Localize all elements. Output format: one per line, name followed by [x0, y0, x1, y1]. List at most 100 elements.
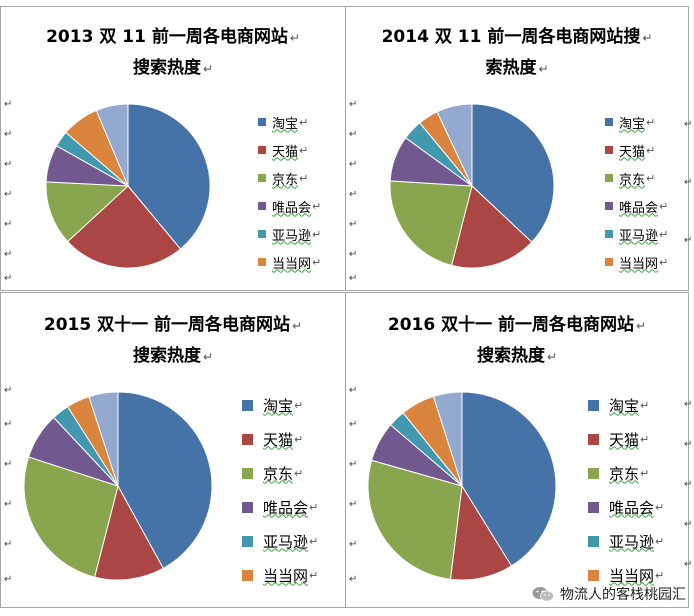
- paragraph-mark-icon: ↵: [349, 499, 358, 510]
- legend-item: 亚马逊 ↵: [258, 220, 321, 248]
- paragraph-mark-icon: ↵: [292, 319, 303, 333]
- paragraph-mark-icon: ↵: [309, 568, 319, 582]
- legend-label: 亚马逊: [619, 228, 659, 244]
- legend-label: 京东: [609, 464, 640, 483]
- chart-title-text: 搜索热度: [476, 346, 545, 366]
- paragraph-mark-icon: ↵: [349, 249, 358, 260]
- legend-label: 天猫: [272, 144, 299, 160]
- pie-slice-cat-1: [94, 484, 164, 581]
- paragraph-mark-icon: ↵: [299, 171, 309, 185]
- legend-label: 当当网: [263, 566, 309, 585]
- chart-title-2016-line-2: 搜索热度 ↵: [345, 341, 689, 372]
- legend-item: 天猫 ↵: [242, 422, 318, 456]
- pie-slice-cat-0: [117, 391, 213, 570]
- pie-slice-other: [88, 391, 119, 487]
- paragraph-mark-icon: ↵: [684, 119, 693, 130]
- paragraph-mark-icon: ↵: [4, 459, 13, 470]
- legend-item: 京东 ↵: [588, 456, 664, 490]
- legend-label: 京东: [263, 464, 294, 483]
- paragraph-mark-icon: ↵: [294, 432, 304, 446]
- legend-swatch: [242, 501, 253, 513]
- legend-swatch: [258, 118, 266, 126]
- paragraph-mark-icon: ↵: [349, 459, 358, 470]
- legend-label: 淘宝: [619, 116, 646, 132]
- paragraph-mark-icon: ↵: [646, 115, 656, 129]
- chart-title-text: 2016 双十一 前一周各电商网站: [387, 315, 635, 335]
- legend-item: 京东 ↵: [605, 164, 668, 192]
- paragraph-mark-icon: ↵: [202, 350, 214, 364]
- legend-item: 当当网 ↵: [605, 248, 668, 276]
- legend-label: 淘宝: [272, 116, 299, 132]
- paragraph-mark-icon: ↵: [659, 227, 669, 241]
- paragraph-mark-icon: ↵: [349, 189, 358, 200]
- legend-swatch: [258, 146, 266, 154]
- chart-title-text: 2013 双 11 前一周各电商网站: [46, 27, 288, 47]
- paragraph-mark-icon: ↵: [289, 31, 300, 45]
- legend-swatch: [605, 258, 613, 266]
- legend-item: 淘宝 ↵: [242, 388, 318, 422]
- legend-label: 当当网: [609, 566, 655, 585]
- legend-item: 当当网 ↵: [258, 248, 321, 276]
- legend-item: 当当网 ↵: [588, 558, 664, 592]
- paragraph-mark-icon: ↵: [640, 466, 650, 480]
- legend-label: 唯品会: [619, 200, 659, 216]
- legend-swatch: [588, 569, 599, 581]
- paragraph-mark-icon: ↵: [312, 199, 322, 213]
- legend-item: 唯品会 ↵: [242, 490, 318, 524]
- legend-item: 亚马逊 ↵: [605, 220, 668, 248]
- paragraph-mark-icon: ↵: [349, 129, 358, 140]
- legend-label: 天猫: [609, 430, 640, 449]
- legend-swatch: [258, 230, 266, 238]
- legend-item: 亚马逊 ↵: [588, 524, 664, 558]
- paragraph-mark-icon: ↵: [4, 159, 13, 170]
- legend-label: 亚马逊: [609, 532, 655, 551]
- paragraph-mark-icon: ↵: [684, 559, 693, 570]
- paragraph-mark-icon: ↵: [640, 398, 650, 412]
- paragraph-mark-icon: ↵: [4, 249, 13, 260]
- legend-label: 天猫: [619, 144, 646, 160]
- legend-item: 唯品会 ↵: [588, 490, 664, 524]
- legend-swatch: [242, 399, 253, 411]
- paragraph-mark-icon: ↵: [4, 219, 13, 230]
- legend-item: 淘宝 ↵: [605, 108, 668, 136]
- legend-swatch: [605, 118, 613, 126]
- pie-slice-cat-2: [367, 459, 463, 580]
- legend-item: 唯品会 ↵: [605, 192, 668, 220]
- pie-chart-2015: [23, 391, 213, 581]
- pie-slice-cat-2: [389, 180, 473, 267]
- paragraph-mark-icon: ↵: [4, 99, 13, 110]
- paragraph-mark-icon: ↵: [4, 419, 13, 430]
- legend-label: 京东: [272, 172, 299, 188]
- legend-item: 当当网 ↵: [242, 558, 318, 592]
- paragraph-mark-icon: ↵: [349, 273, 358, 284]
- wechat-icon: [532, 586, 554, 602]
- legend-item: 京东 ↵: [242, 456, 318, 490]
- paragraph-mark-icon: ↵: [684, 519, 693, 530]
- paragraph-mark-icon: ↵: [349, 574, 358, 585]
- paragraph-mark-icon: ↵: [349, 539, 358, 550]
- paragraph-mark-icon: ↵: [4, 189, 13, 200]
- legend-swatch: [242, 467, 253, 479]
- legend-item: 京东 ↵: [258, 164, 321, 192]
- chart-title-text: 2015 双十一 前一周各电商网站: [43, 315, 291, 335]
- legend-label: 当当网: [619, 256, 659, 272]
- paragraph-mark-icon: ↵: [4, 273, 13, 284]
- pie-chart-2013: [45, 103, 211, 269]
- paragraph-mark-icon: ↵: [642, 31, 653, 45]
- legend-item: 天猫 ↵: [258, 136, 321, 164]
- paragraph-mark-icon: ↵: [349, 385, 358, 396]
- pie-slice-cat-1: [66, 185, 182, 269]
- legend-item: 亚马逊 ↵: [242, 524, 318, 558]
- pie-slice-cat-1: [451, 185, 533, 269]
- legend-item: 唯品会 ↵: [258, 192, 321, 220]
- legend-label: 亚马逊: [263, 532, 309, 551]
- legend-label: 亚马逊: [272, 228, 312, 244]
- pie-slice-other: [436, 103, 473, 187]
- paragraph-mark-icon: ↵: [4, 574, 13, 585]
- paragraph-mark-icon: ↵: [349, 99, 358, 110]
- chart-title-2013-line-1: 2013 双 11 前一周各电商网站 ↵: [0, 22, 346, 53]
- paragraph-mark-icon: ↵: [684, 439, 693, 450]
- pie-slice-cat-2: [23, 456, 119, 578]
- legend-label: 京东: [619, 172, 646, 188]
- legend-swatch: [605, 174, 613, 182]
